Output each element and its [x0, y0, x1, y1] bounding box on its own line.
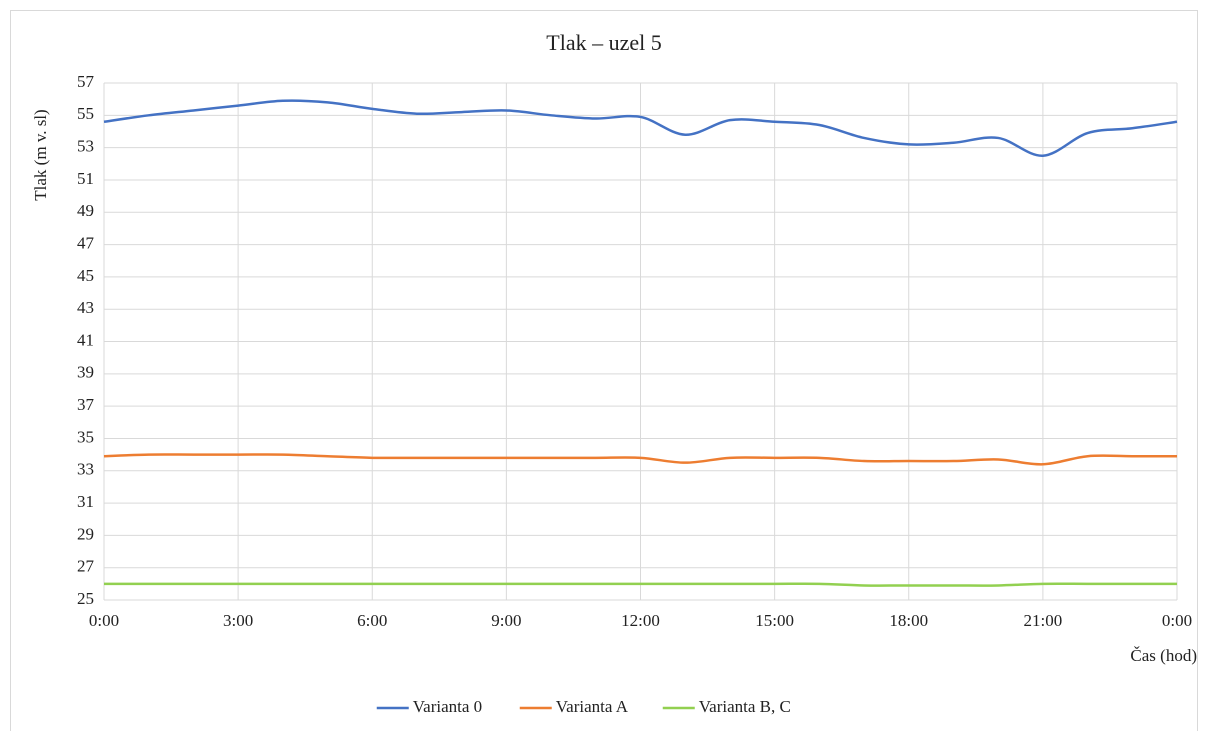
x-tick-label: 0:00 — [89, 611, 119, 630]
x-tick-label: 0:00 — [1162, 611, 1192, 630]
y-tick-label: 57 — [77, 72, 95, 91]
x-tick-label: 12:00 — [621, 611, 660, 630]
y-tick-label: 35 — [77, 427, 94, 446]
y-tick-label: 37 — [77, 395, 95, 414]
x-tick-label: 21:00 — [1024, 611, 1063, 630]
legend-label: Varianta 0 — [413, 697, 482, 716]
y-tick-label: 33 — [77, 460, 94, 479]
y-tick-label: 49 — [77, 201, 94, 220]
x-axis-title: Čas (hod) — [1130, 646, 1197, 665]
series-line — [104, 582, 1177, 587]
y-tick-label: 31 — [77, 492, 94, 511]
chart-border — [10, 10, 1198, 731]
y-tick-label: 27 — [77, 557, 95, 576]
x-tick-label: 3:00 — [223, 611, 253, 630]
x-tick-label: 15:00 — [755, 611, 794, 630]
chart-title: Tlak – uzel 5 — [546, 30, 661, 55]
y-tick-label: 43 — [77, 298, 94, 317]
y-tick-label: 55 — [77, 104, 94, 123]
y-tick-label: 51 — [77, 169, 94, 188]
y-tick-label: 29 — [77, 524, 94, 543]
y-tick-label: 41 — [77, 330, 94, 349]
x-tick-label: 9:00 — [491, 611, 521, 630]
y-tick-label: 53 — [77, 137, 94, 156]
y-tick-label: 25 — [77, 589, 94, 608]
series-line — [103, 99, 1178, 157]
legend-label: Varianta A — [556, 697, 629, 716]
series-line — [103, 453, 1177, 466]
y-axis-title: Tlak (m v. sl) — [31, 109, 50, 200]
x-tick-label: 18:00 — [889, 611, 928, 630]
legend-label: Varianta B, C — [699, 697, 791, 716]
y-tick-label: 39 — [77, 363, 94, 382]
x-tick-label: 6:00 — [357, 611, 387, 630]
y-tick-label: 47 — [77, 233, 95, 252]
y-tick-label: 45 — [77, 266, 94, 285]
